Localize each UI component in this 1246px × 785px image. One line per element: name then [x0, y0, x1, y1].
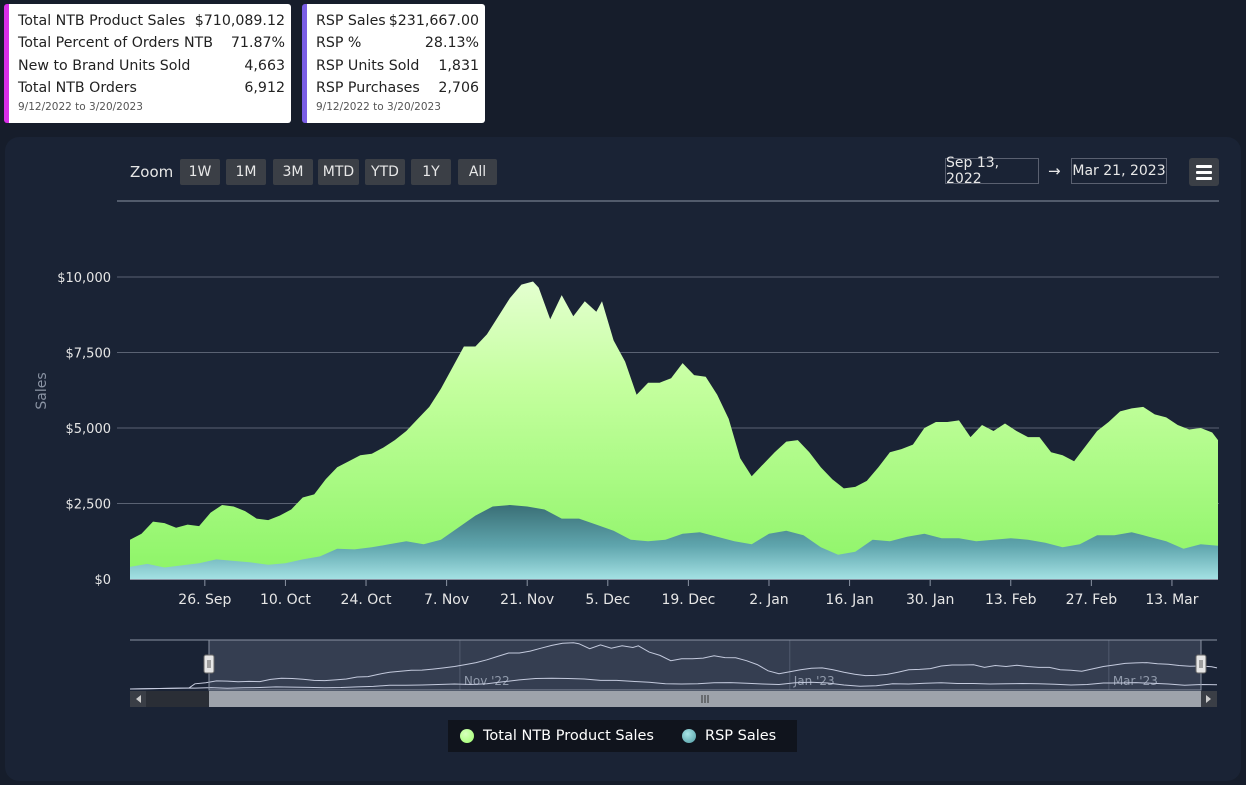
- x-tick-label: 13. Feb: [985, 592, 1037, 608]
- navigator[interactable]: Nov '22Jan '23Mar '23: [129, 639, 1218, 691]
- y-tick-label: $2,500: [66, 498, 112, 513]
- summary-row: RSP % 28.13%: [316, 32, 479, 54]
- y-tick-label: $0: [94, 573, 111, 588]
- summary-value: 28.13%: [424, 35, 479, 52]
- x-tick-label: 21. Nov: [500, 592, 554, 608]
- y-axis-title: Sales: [34, 372, 50, 409]
- navigator-right-handle[interactable]: [1195, 654, 1207, 674]
- zoom-1m-button[interactable]: 1M: [226, 159, 266, 185]
- summary-row: RSP Purchases 2,706: [316, 77, 479, 99]
- navigator-left-handle[interactable]: [203, 654, 215, 674]
- summary-label: Total Percent of Orders NTB: [18, 35, 213, 52]
- summary-row: Total Percent of Orders NTB 71.87%: [18, 32, 285, 54]
- x-tick-label: 2. Jan: [749, 592, 788, 608]
- x-tick-label: 7. Nov: [424, 592, 469, 608]
- legend-label: RSP Sales: [705, 728, 777, 744]
- summary-row: RSP Sales $231,667.00: [316, 10, 479, 32]
- ntb-sales-area: [130, 281, 1218, 579]
- summary-value: $231,667.00: [388, 13, 479, 29]
- summary-value: 2,706: [438, 80, 479, 97]
- date-to-input[interactable]: Mar 21, 2023: [1071, 158, 1167, 184]
- zoom-1w-button[interactable]: 1W: [180, 159, 220, 185]
- x-tick-label: 13. Mar: [1145, 592, 1198, 608]
- rsp-summary-card: RSP Sales $231,667.00 RSP % 28.13% RSP Uni…: [302, 4, 485, 123]
- hamburger-menu-icon[interactable]: [1189, 158, 1219, 186]
- summary-label: RSP Purchases: [316, 80, 420, 97]
- chart-legend: Total NTB Product Sales RSP Sales: [448, 720, 797, 752]
- rsp-sales-area: [130, 505, 1218, 579]
- zoom-3m-button[interactable]: 3M: [273, 159, 313, 185]
- y-tick-label: $5,000: [66, 422, 112, 437]
- x-tick-label: 19. Dec: [661, 592, 715, 608]
- legend-item-ntb[interactable]: Total NTB Product Sales: [460, 728, 654, 744]
- legend-dot-icon: [460, 729, 474, 743]
- y-tick-label: $10,000: [57, 271, 111, 286]
- legend-dot-icon: [682, 729, 696, 743]
- summary-label: Total NTB Orders: [18, 80, 137, 97]
- navigator-selection[interactable]: [208, 639, 1202, 691]
- zoom-mtd-button[interactable]: MTD: [318, 159, 359, 185]
- summary-value: 71.87%: [230, 35, 285, 52]
- summary-label: RSP Units Sold: [316, 57, 420, 74]
- zoom-ytd-button[interactable]: YTD: [365, 159, 405, 185]
- summary-row: New to Brand Units Sold 4,663: [18, 55, 285, 77]
- y-tick-label: $7,500: [66, 347, 112, 362]
- legend-label: Total NTB Product Sales: [483, 728, 654, 744]
- summary-value: 1,831: [438, 57, 479, 74]
- navigator-ntb-line: [129, 642, 1218, 690]
- navigator-label: Mar '23: [1113, 674, 1158, 688]
- summary-label: RSP Sales: [316, 13, 386, 29]
- x-tick-label: 27. Feb: [1066, 592, 1118, 608]
- navigator-label: Jan '23: [793, 674, 835, 688]
- zoom-all-button[interactable]: All: [458, 159, 497, 185]
- summary-row: RSP Units Sold 1,831: [316, 55, 479, 77]
- navigator-background: [130, 640, 1217, 690]
- arrow-right-icon: →: [1048, 162, 1061, 180]
- summary-value: $710,089.12: [194, 13, 285, 29]
- date-from-input[interactable]: Sep 13, 2022: [945, 155, 1039, 187]
- summary-row: Total NTB Product Sales $710,089.12: [18, 10, 285, 32]
- x-tick-label: 5. Dec: [585, 592, 630, 608]
- summary-row: Total NTB Orders 6,912: [18, 77, 285, 99]
- summary-label: RSP %: [316, 35, 362, 52]
- zoom-label: Zoom: [130, 163, 174, 181]
- x-tick-label: 24. Oct: [341, 592, 392, 608]
- scrollbar[interactable]: [130, 691, 1217, 707]
- navigator-rsp-line: [129, 677, 1218, 690]
- x-tick-label: 26. Sep: [178, 592, 231, 608]
- date-range-text: 9/12/2022 to 3/20/2023: [316, 100, 441, 113]
- summary-label: Total NTB Product Sales: [18, 13, 186, 29]
- summary-label: New to Brand Units Sold: [18, 57, 191, 74]
- zoom-1y-button[interactable]: 1Y: [411, 159, 451, 185]
- chevron-right-icon: [1206, 695, 1211, 703]
- summary-value: 6,912: [244, 80, 285, 97]
- summary-value: 4,663: [244, 57, 285, 74]
- x-tick-label: 16. Jan: [825, 592, 873, 608]
- chevron-left-icon: [136, 695, 141, 703]
- x-tick-label: 30. Jan: [906, 592, 954, 608]
- ntb-summary-card: Total NTB Product Sales $710,089.12 Total…: [4, 4, 291, 123]
- date-range-text: 9/12/2022 to 3/20/2023: [18, 100, 143, 113]
- x-tick-label: 10. Oct: [260, 592, 311, 608]
- legend-item-rsp[interactable]: RSP Sales: [682, 728, 776, 744]
